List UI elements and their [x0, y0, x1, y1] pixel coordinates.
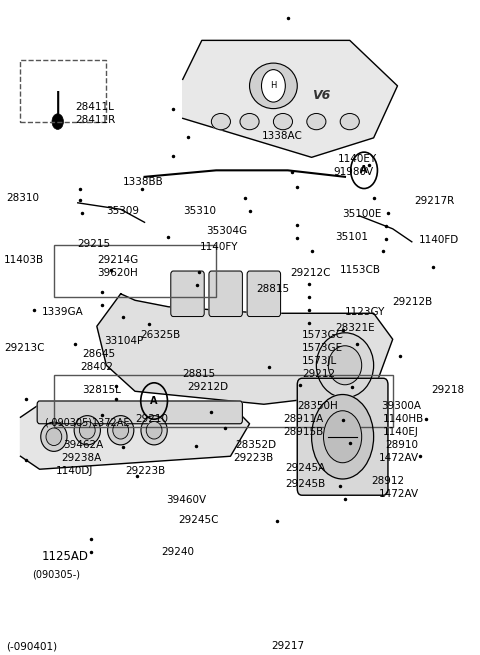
Ellipse shape	[316, 333, 373, 398]
Text: A: A	[360, 165, 368, 176]
Text: 39300A: 39300A	[381, 401, 421, 411]
Text: 29217R: 29217R	[414, 196, 455, 206]
Text: 29218: 29218	[431, 384, 464, 395]
Text: 1123GY: 1123GY	[345, 307, 385, 317]
FancyBboxPatch shape	[171, 271, 204, 316]
Text: 26325B: 26325B	[140, 329, 180, 339]
Text: 28411R: 28411R	[75, 115, 116, 125]
Text: 29212B: 29212B	[393, 297, 433, 307]
Text: 39462A: 39462A	[63, 440, 104, 450]
Text: 1338AC: 1338AC	[262, 132, 302, 141]
Text: (090305-): (090305-)	[33, 570, 81, 580]
Ellipse shape	[274, 113, 292, 130]
Text: 1140FD: 1140FD	[419, 235, 459, 246]
Text: 1140DJ: 1140DJ	[56, 466, 94, 476]
Text: 35101: 35101	[336, 232, 369, 242]
Text: 39460V: 39460V	[166, 495, 206, 505]
Ellipse shape	[46, 428, 62, 445]
Text: 1153CB: 1153CB	[340, 265, 381, 274]
Text: 29223B: 29223B	[233, 453, 273, 463]
Text: 1573JL: 1573JL	[302, 356, 337, 365]
Ellipse shape	[250, 63, 297, 109]
Text: 29212D: 29212D	[188, 381, 228, 392]
Polygon shape	[21, 404, 250, 469]
Circle shape	[52, 114, 63, 130]
Polygon shape	[97, 294, 393, 404]
Text: 29214G: 29214G	[97, 255, 138, 265]
Ellipse shape	[328, 346, 362, 384]
Text: 1338BB: 1338BB	[123, 177, 164, 187]
Text: 29240: 29240	[161, 547, 194, 557]
Text: 28321E: 28321E	[336, 323, 375, 333]
Text: 29238A: 29238A	[61, 453, 101, 463]
Text: 29245A: 29245A	[285, 462, 325, 473]
Text: 28912: 28912	[371, 476, 404, 486]
Text: 29212C: 29212C	[290, 268, 331, 278]
Text: V6: V6	[312, 89, 330, 102]
Text: 29223B: 29223B	[125, 466, 166, 476]
Circle shape	[262, 69, 285, 102]
Ellipse shape	[146, 421, 162, 439]
Ellipse shape	[74, 416, 100, 445]
Text: 29212: 29212	[302, 369, 335, 379]
Text: 29217: 29217	[271, 641, 304, 652]
Text: 28910: 28910	[385, 440, 419, 450]
Text: 29213C: 29213C	[4, 343, 44, 352]
Text: 1573GC: 1573GC	[302, 329, 344, 339]
Text: 28645: 28645	[83, 349, 116, 359]
Text: 29245B: 29245B	[285, 479, 325, 489]
Text: 1140EY: 1140EY	[338, 154, 377, 164]
Text: 35304G: 35304G	[206, 225, 248, 236]
Text: 28352D: 28352D	[235, 440, 276, 450]
Ellipse shape	[307, 113, 326, 130]
Text: 29210: 29210	[135, 414, 168, 424]
FancyBboxPatch shape	[209, 271, 242, 316]
Text: 28915B: 28915B	[283, 427, 323, 437]
Text: 32815L: 32815L	[83, 384, 121, 395]
Text: |: |	[53, 91, 62, 116]
Text: 28402: 28402	[80, 362, 113, 372]
Text: 28911A: 28911A	[283, 414, 323, 424]
Ellipse shape	[211, 113, 230, 130]
Text: 1573GE: 1573GE	[302, 343, 343, 352]
Text: 29245C: 29245C	[178, 515, 218, 525]
Ellipse shape	[108, 416, 134, 445]
FancyBboxPatch shape	[247, 271, 281, 316]
Text: H: H	[270, 81, 276, 90]
Text: 11403B: 11403B	[4, 255, 44, 265]
Text: A: A	[150, 396, 158, 406]
Text: 1472AV: 1472AV	[378, 453, 419, 463]
Text: 1140FY: 1140FY	[199, 242, 238, 252]
Ellipse shape	[240, 113, 259, 130]
Ellipse shape	[79, 421, 95, 439]
Ellipse shape	[41, 422, 67, 451]
Ellipse shape	[141, 416, 167, 445]
Text: 28815: 28815	[183, 369, 216, 379]
Text: 28310: 28310	[6, 193, 39, 203]
Text: 33104P: 33104P	[104, 336, 143, 346]
Text: 28815: 28815	[257, 284, 290, 294]
Ellipse shape	[113, 421, 129, 439]
Text: 35309: 35309	[107, 206, 139, 216]
Ellipse shape	[324, 411, 362, 462]
Text: 1339GA: 1339GA	[42, 307, 84, 317]
Text: 1125AD: 1125AD	[42, 550, 89, 563]
Text: 39620H: 39620H	[97, 268, 138, 278]
Text: 91980V: 91980V	[333, 167, 373, 177]
Text: (-090401): (-090401)	[6, 641, 57, 652]
Text: 35310: 35310	[183, 206, 216, 216]
Text: (-090305)1372AE: (-090305)1372AE	[44, 417, 130, 427]
Ellipse shape	[312, 394, 373, 479]
Polygon shape	[183, 41, 397, 157]
Text: 1140HB: 1140HB	[383, 414, 424, 424]
Text: 29215: 29215	[78, 238, 111, 248]
Text: 28350H: 28350H	[297, 401, 338, 411]
Text: 28411L: 28411L	[75, 102, 114, 112]
Ellipse shape	[340, 113, 360, 130]
Text: 35100E: 35100E	[343, 210, 382, 219]
FancyBboxPatch shape	[297, 379, 388, 495]
FancyBboxPatch shape	[37, 401, 242, 424]
Text: 1140EJ: 1140EJ	[383, 427, 419, 437]
Text: 1472AV: 1472AV	[378, 489, 419, 498]
